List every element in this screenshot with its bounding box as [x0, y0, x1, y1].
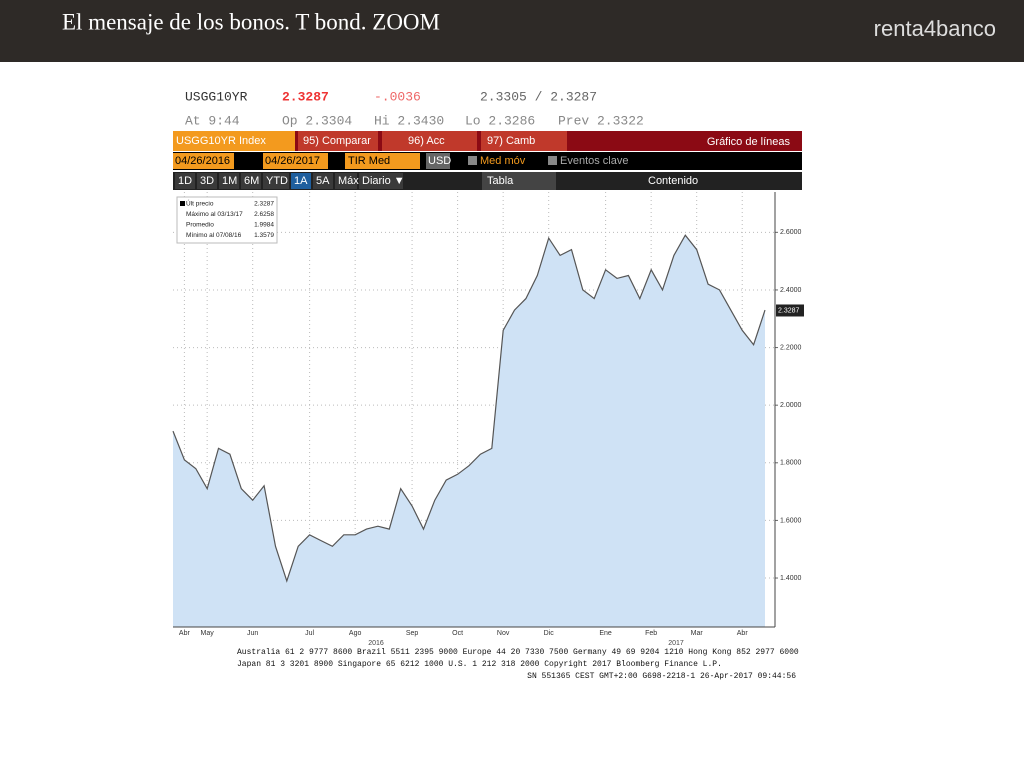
x-tick-label: Nov [497, 630, 510, 637]
currency-select[interactable] [426, 153, 450, 169]
header-bar [0, 0, 1024, 62]
y-tick-label: 2.2000 [780, 344, 802, 351]
period-button[interactable] [291, 173, 311, 189]
compare-button[interactable] [298, 131, 378, 151]
prev: Prev 2.3322 [558, 113, 644, 128]
legend-box [176, 196, 278, 244]
period-button[interactable] [335, 173, 357, 189]
legend-swatch [180, 201, 185, 206]
period-button[interactable] [197, 173, 217, 189]
logo: renta4banco [874, 16, 996, 41]
y-tick-label: 1.6000 [780, 517, 802, 524]
time: At 9:44 [185, 113, 240, 128]
period-button[interactable] [241, 173, 261, 189]
low: Lo 2.3286 [465, 113, 535, 128]
last-price: 2.3287 [282, 89, 329, 104]
key-events: Eventos clave [560, 155, 628, 167]
x-tick-label: Jun [247, 630, 258, 637]
content: Contenido [648, 175, 698, 187]
currency: USD [428, 155, 451, 167]
last-price-label: 2.3287 [778, 307, 800, 314]
slide-title: El mensaje de los bonos. T bond. ZOOM [62, 9, 440, 34]
period-label: 3D [200, 175, 214, 187]
moving-avg: Med móv [480, 155, 526, 167]
legend-value: 2.3287 [254, 201, 274, 208]
legend-label: Promedio [186, 222, 214, 229]
compare-label: 95) Comparar [303, 135, 371, 147]
checkbox[interactable] [548, 156, 557, 165]
open: Op 2.3304 [282, 113, 352, 128]
period-buttons: 1D 3D 1M 6M YTD 1A 5A Máx Diario ▼ [175, 173, 405, 189]
bid-ask: 2.3305 / 2.3287 [480, 89, 597, 104]
y-tick-label: 2.4000 [780, 287, 802, 294]
field-select[interactable] [345, 153, 420, 169]
period-label: Diario ▼ [362, 175, 405, 187]
last-price-tag [776, 304, 804, 317]
change-button[interactable] [481, 131, 567, 151]
x-tick-label: Sep [406, 630, 419, 637]
date-bar [173, 152, 802, 170]
y-tick-label: 2.0000 [780, 402, 802, 409]
year-label: 2017 [668, 640, 684, 647]
period-label: 5A [316, 175, 330, 187]
footer-line: Japan 81 3 3201 8900 Singapore 65 6212 1… [237, 660, 722, 669]
x-tick-label: Oct [452, 630, 463, 637]
chart-kind: Gráfico de líneas [707, 136, 791, 148]
price-line [172, 234, 766, 583]
change-label: 97) Camb [487, 135, 535, 147]
x-tick-label: Ene [599, 630, 612, 637]
period-button[interactable] [263, 173, 289, 189]
period-button[interactable] [359, 173, 403, 189]
y-tick-label: 1.8000 [780, 460, 802, 467]
x-tick-label: Mar [691, 630, 704, 637]
checkbox[interactable] [468, 156, 477, 165]
area-fill [173, 235, 765, 627]
x-tick-label: Abr [179, 630, 191, 637]
period-label: 1M [222, 175, 237, 187]
period-label: Máx [338, 175, 359, 187]
ticker: USGG10YR [185, 89, 248, 104]
x-tick-label: Jul [305, 630, 314, 637]
x-tick-label: Feb [645, 630, 657, 637]
actions-button[interactable] [382, 131, 477, 151]
y-tick-label: 2.6000 [780, 229, 802, 236]
date-from-field[interactable] [173, 153, 234, 169]
legend-value: 2.6258 [254, 211, 274, 218]
x-tick-label: Ago [349, 630, 362, 637]
legend: Últ precio 2.3287 Máximo al 03/13/17 2.6258… [180, 199, 274, 239]
period-button[interactable] [175, 173, 195, 189]
footer-line: SN 551365 CEST GMT+2:00 G698-2218-1 26-A… [527, 672, 796, 681]
footer-line: Australia 61 2 9777 8600 Brazil 5511 239… [237, 648, 799, 657]
date-to-field[interactable] [263, 153, 328, 169]
year-label: 2016 [368, 640, 384, 647]
change: -.0036 [374, 89, 421, 104]
x-tick-label: May [201, 630, 215, 637]
period-label: 6M [244, 175, 259, 187]
period-label: YTD [266, 175, 288, 187]
period-button[interactable] [219, 173, 239, 189]
legend-label: Máximo al 03/13/17 [186, 211, 243, 218]
period-label: 1A [294, 175, 308, 187]
legend-value: 1.3579 [254, 232, 274, 239]
legend-value: 1.9984 [254, 222, 274, 229]
period-button[interactable] [313, 173, 333, 189]
x-tick-label: Dic [544, 630, 555, 637]
period-label: 1D [178, 175, 192, 187]
x-tick-label: Abr [737, 630, 749, 637]
legend-label: Mínimo al 07/08/16 [186, 232, 242, 239]
date-to: 04/26/2017 [265, 155, 320, 167]
quote-header: USGG10YR 2.3287 -.0036 2.3305 / 2.3287 A… [185, 89, 644, 128]
table-button[interactable] [482, 172, 556, 190]
legend-label: Últ precio [186, 199, 214, 208]
y-tick-label: 1.4000 [780, 575, 802, 582]
security: USGG10YR Index [176, 135, 266, 147]
table: Tabla [487, 175, 514, 187]
security-field[interactable] [173, 131, 295, 151]
actions-label: 96) Acc [408, 135, 445, 147]
high: Hi 2.3430 [374, 113, 444, 128]
date-from: 04/26/2016 [175, 155, 230, 167]
field: TIR Med [348, 155, 390, 167]
